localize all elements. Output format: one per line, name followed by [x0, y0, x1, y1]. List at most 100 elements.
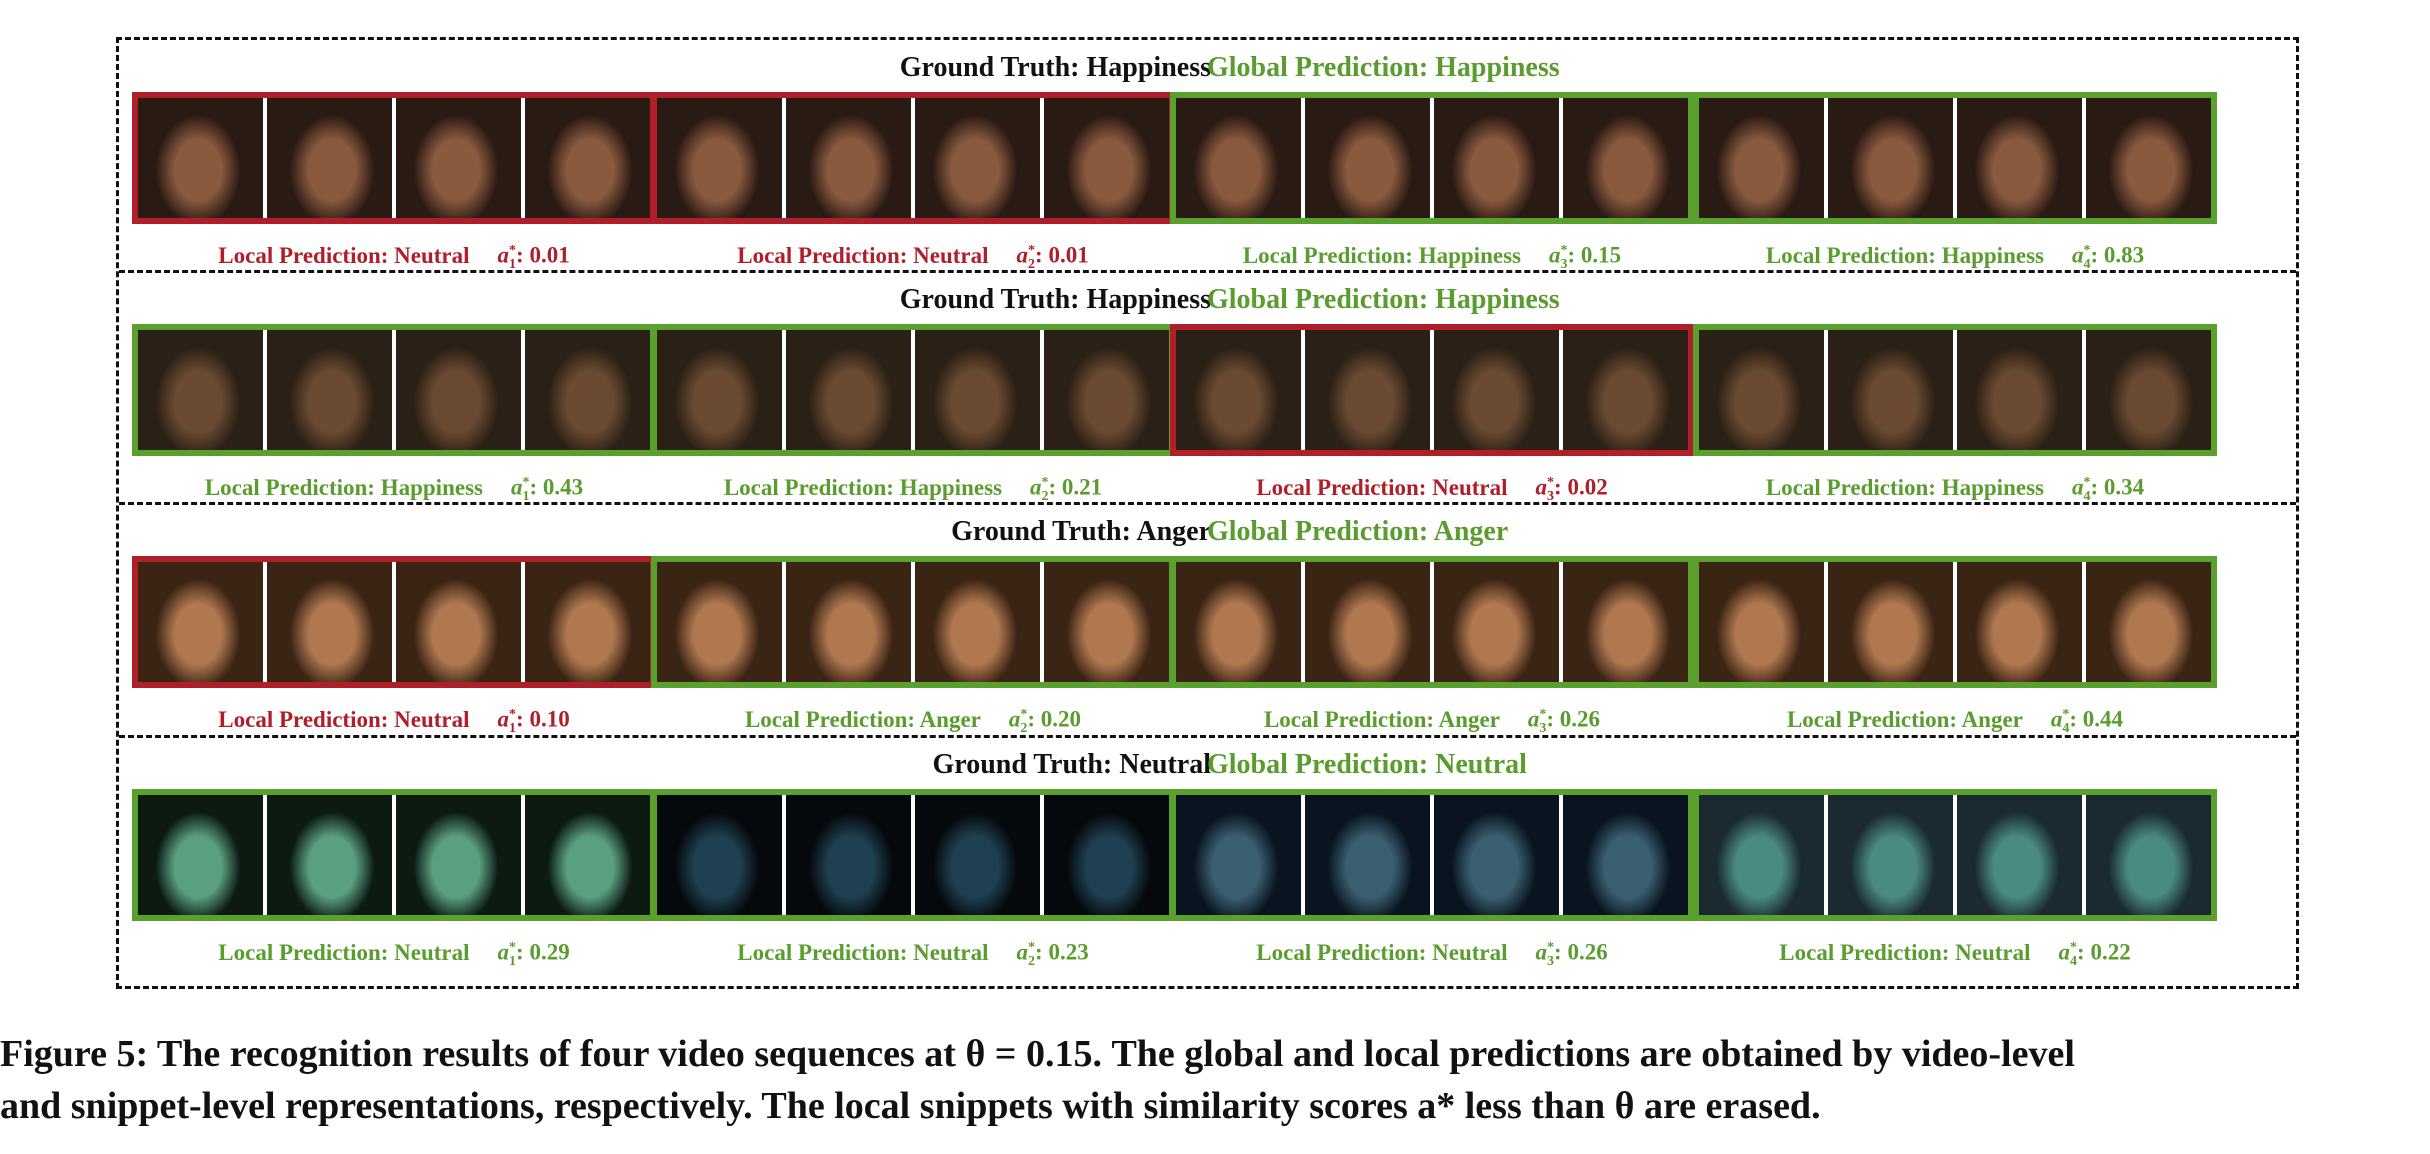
- score-index: 2: [1020, 721, 1028, 737]
- snippet-4-label: Local Prediction: Happiness a*4: 0.83: [1693, 236, 2217, 280]
- score-symbol: a: [2071, 242, 2084, 268]
- local-prediction-text: Local Prediction: Anger: [744, 706, 981, 732]
- snippet-4-label: Local Prediction: Anger a*4: 0.44: [1693, 700, 2217, 744]
- local-prediction-text: Local Prediction: Happiness: [1242, 242, 1521, 268]
- snippet-3-frames: [1170, 92, 1694, 224]
- face-frame-image: [1699, 795, 1824, 915]
- snippet-4-label: Local Prediction: Neutral a*4: 0.22: [1693, 933, 2217, 977]
- similarity-score: : 0.20: [1027, 706, 1082, 732]
- score-symbol: a: [510, 474, 523, 500]
- face-frame-image: [525, 795, 650, 915]
- face-frame-image: [915, 562, 1040, 682]
- face-frame-image: [786, 562, 911, 682]
- face-frame-image: [138, 330, 263, 450]
- face-frame-image: [138, 98, 263, 218]
- score-index: 4: [2070, 954, 2078, 970]
- similarity-score: : 0.26: [1546, 706, 1601, 732]
- similarity-score: : 0.34: [2090, 474, 2145, 500]
- face-frame-image: [525, 562, 650, 682]
- face-frame-image: [1044, 330, 1169, 450]
- snippet-2-label: Local Prediction: Happiness a*2: 0.21: [651, 468, 1175, 512]
- snippet-3-frames: [1170, 324, 1694, 456]
- snippet-2-frames: [651, 789, 1175, 921]
- score-index: 4: [2083, 257, 2091, 273]
- global-prediction-label: Global Prediction: Happiness: [1207, 52, 1560, 83]
- score-index: 3: [1547, 954, 1555, 970]
- face-frame-image: [657, 795, 782, 915]
- score-star: *: [1020, 707, 1028, 722]
- snippet-1-label: Local Prediction: Neutral a*1: 0.01: [132, 236, 656, 280]
- score-symbol: a: [1535, 939, 1548, 965]
- global-prediction-label: Global Prediction: Happiness: [1207, 284, 1560, 315]
- face-frame-image: [525, 330, 650, 450]
- face-frame-image: [1044, 795, 1169, 915]
- snippet-4-frames: [1693, 324, 2217, 456]
- snippet-1-frames: [132, 92, 656, 224]
- local-prediction-text: Local Prediction: Neutral: [1256, 939, 1508, 965]
- face-frame-image: [657, 330, 782, 450]
- score-symbol: a: [1008, 706, 1021, 732]
- local-prediction-text: Local Prediction: Happiness: [723, 474, 1002, 500]
- face-frame-image: [138, 562, 263, 682]
- face-frame-image: [1434, 795, 1559, 915]
- score-index: 1: [522, 489, 530, 505]
- score-star: *: [1028, 940, 1036, 955]
- face-frame-image: [1957, 98, 2082, 218]
- score-index: 1: [509, 721, 517, 737]
- score-star: *: [509, 707, 517, 722]
- face-frame-image: [1176, 98, 1301, 218]
- face-frame-image: [1044, 562, 1169, 682]
- face-frame-image: [1563, 562, 1688, 682]
- score-star: *: [2083, 475, 2091, 490]
- sequence-row: Ground Truth: Neutral Global Prediction: …: [119, 737, 2296, 969]
- snippet-1-label: Local Prediction: Neutral a*1: 0.29: [132, 933, 656, 977]
- score-star: *: [1041, 475, 1049, 490]
- global-prediction-label: Global Prediction: Neutral: [1207, 749, 1527, 780]
- score-symbol: a: [497, 242, 510, 268]
- face-frame-image: [1176, 330, 1301, 450]
- face-frame-image: [786, 795, 911, 915]
- face-frame-image: [657, 562, 782, 682]
- face-frame-image: [138, 795, 263, 915]
- caption-line-1: Figure 5: The recognition results of fou…: [0, 1033, 2075, 1075]
- local-prediction-text: Local Prediction: Anger: [1263, 706, 1500, 732]
- snippet-4-frames: [1693, 92, 2217, 224]
- caption-line-2: and snippet-level representations, respe…: [0, 1085, 1821, 1127]
- ground-truth-label: Ground Truth: Neutral: [932, 749, 1211, 780]
- face-frame-image: [1044, 98, 1169, 218]
- figure-caption: Figure 5: The recognition results of fou…: [0, 1028, 2430, 1132]
- face-frame-image: [1828, 795, 1953, 915]
- face-frame-image: [267, 562, 392, 682]
- score-symbol: a: [1029, 474, 1042, 500]
- face-frame-image: [267, 330, 392, 450]
- local-prediction-text: Local Prediction: Neutral: [1256, 474, 1508, 500]
- ground-truth-label: Ground Truth: Happiness: [899, 284, 1211, 315]
- face-frame-image: [1176, 795, 1301, 915]
- face-frame-image: [657, 98, 782, 218]
- face-frame-image: [915, 795, 1040, 915]
- face-frame-image: [1563, 330, 1688, 450]
- face-frame-image: [1957, 562, 2082, 682]
- score-index: 4: [2083, 489, 2091, 505]
- face-frame-image: [396, 795, 521, 915]
- row-separator: [119, 735, 2296, 738]
- face-frame-image: [1176, 562, 1301, 682]
- snippet-4-label: Local Prediction: Happiness a*4: 0.34: [1693, 468, 2217, 512]
- face-frame-image: [1563, 98, 1688, 218]
- score-star: *: [1539, 707, 1547, 722]
- sequence-row: Ground Truth: Happiness Global Prediction…: [119, 272, 2296, 504]
- face-frame-image: [2086, 795, 2211, 915]
- face-frame-image: [915, 98, 1040, 218]
- local-prediction-text: Local Prediction: Neutral: [1779, 939, 2031, 965]
- snippet-3-label: Local Prediction: Neutral a*3: 0.26: [1170, 933, 1694, 977]
- snippet-2-label: Local Prediction: Neutral a*2: 0.01: [651, 236, 1175, 280]
- local-prediction-text: Local Prediction: Neutral: [218, 706, 470, 732]
- snippet-3-label: Local Prediction: Anger a*3: 0.26: [1170, 700, 1694, 744]
- score-star: *: [1547, 940, 1555, 955]
- score-star: *: [509, 940, 517, 955]
- score-star: *: [522, 475, 530, 490]
- face-frame-image: [1699, 562, 1824, 682]
- face-frame-image: [1828, 330, 1953, 450]
- face-frame-image: [2086, 562, 2211, 682]
- snippet-2-frames: [651, 556, 1175, 688]
